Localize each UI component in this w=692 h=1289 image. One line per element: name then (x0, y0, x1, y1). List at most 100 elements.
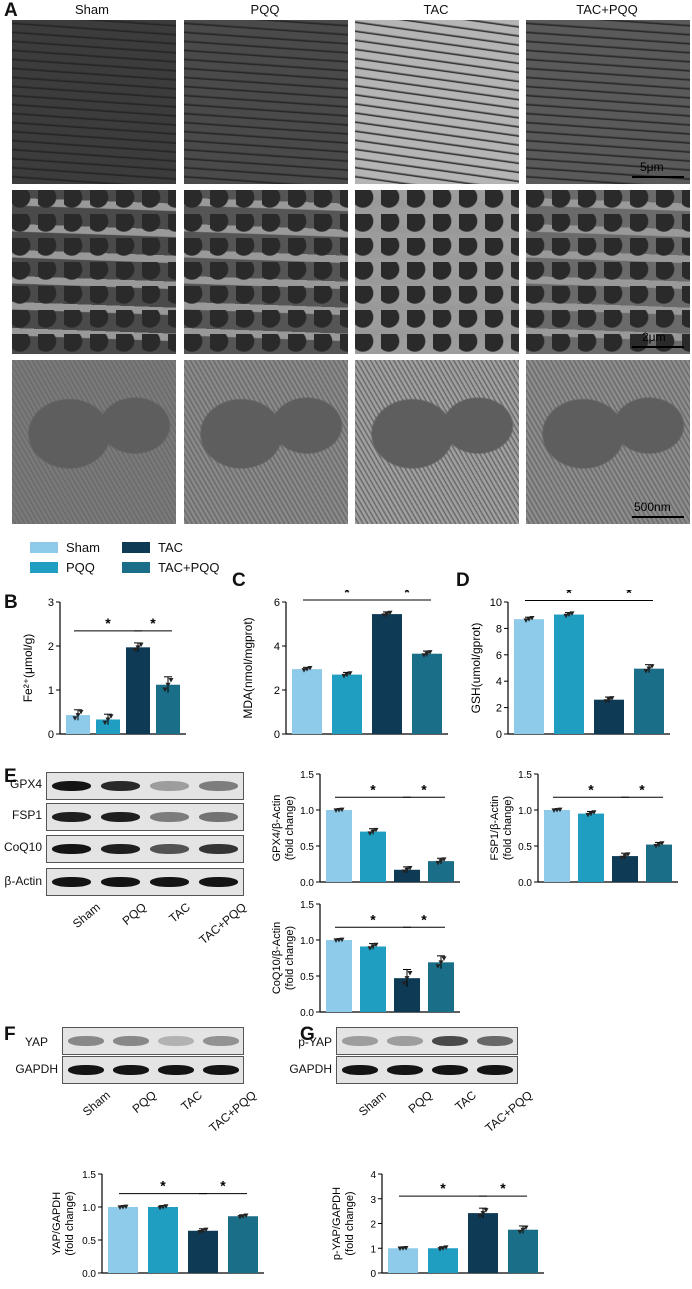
panel-label-a: A (4, 0, 18, 21)
scalebar-label-500nm: 500nm (634, 500, 671, 514)
data-point (72, 716, 78, 721)
lane-label-f-sham: Sham (79, 1088, 113, 1119)
data-point (381, 613, 387, 618)
bar (578, 813, 604, 882)
scalebar-5um (632, 176, 684, 178)
blot-band (202, 1064, 239, 1076)
data-point (554, 808, 560, 813)
legend-label-tac: TAC (158, 540, 184, 555)
data-point (438, 960, 444, 965)
data-point (401, 981, 407, 986)
bar (228, 1216, 258, 1273)
y-tick-label: 0.0 (82, 1269, 96, 1280)
panel-label-b: B (4, 592, 18, 613)
data-point (339, 937, 345, 943)
panel-label-d: D (456, 570, 470, 591)
y-tick-label: 1.5 (300, 770, 314, 781)
y-tick-label: 1.0 (82, 1203, 96, 1214)
bar (326, 940, 352, 1012)
data-point (622, 854, 628, 859)
bar (148, 1207, 178, 1273)
data-point (659, 841, 665, 846)
em-image (184, 190, 348, 354)
y-tick-label: 1.5 (518, 770, 532, 781)
blot-label-gapdh-f: GAPDH (15, 1062, 58, 1076)
blot-label-fsp1: FSP1 (11, 808, 42, 822)
data-point (480, 1211, 486, 1216)
y-tick-label: 1.0 (518, 806, 532, 817)
scalebar-label-5um: 5μm (640, 160, 664, 174)
data-point (200, 1228, 206, 1234)
panel-label-e: E (4, 766, 17, 787)
legend-label-tac-pqq: TAC+PQQ (158, 560, 220, 575)
blot-band (112, 1035, 149, 1047)
y-tick-label: 3 (370, 1195, 376, 1206)
blot-band (67, 1035, 104, 1047)
y-axis-label: MDA(nmol/mgprot) (241, 617, 255, 718)
y-tick-label: 0.5 (518, 842, 532, 853)
data-point (138, 642, 144, 648)
blot-band (476, 1035, 513, 1047)
bar (108, 1207, 138, 1273)
significance-star: * (421, 781, 427, 797)
blot-label-gapdh-g: GAPDH (289, 1062, 332, 1076)
lane-label-g-pqq: PQQ (405, 1088, 435, 1116)
data-point (237, 1215, 243, 1220)
bar (612, 856, 638, 882)
bar (428, 1248, 458, 1273)
lane-label-e-sham: Sham (69, 900, 103, 931)
legend-swatch-tac-pqq (122, 562, 150, 573)
blot-band (431, 1035, 468, 1047)
data-point (168, 677, 174, 683)
data-point (551, 808, 557, 813)
significance-star: * (626, 590, 632, 601)
significance-star: * (344, 590, 350, 600)
y-axis-label: (fold change) (284, 796, 296, 860)
data-point (563, 613, 569, 619)
y-axis-label: (fold change) (284, 926, 296, 990)
data-point (367, 946, 373, 951)
significance-star: * (404, 590, 410, 600)
data-point (243, 1213, 249, 1218)
lane-label-f-pqq: PQQ (129, 1088, 159, 1116)
data-point (370, 829, 376, 835)
significance-star: * (639, 781, 645, 797)
data-point (643, 669, 649, 674)
y-tick-label: 1.0 (300, 936, 314, 947)
chart-yap: 0.0 0.5 1.0 1.5 YAP/GAPDH (fold change) * * (51, 1170, 264, 1280)
blot-band (431, 1064, 468, 1076)
bar (428, 861, 454, 882)
data-point (523, 618, 529, 623)
y-tick-label: 0 (274, 729, 280, 741)
bar (594, 699, 624, 734)
data-point (404, 867, 410, 873)
em-image (12, 190, 176, 354)
blot-band (149, 811, 190, 823)
data-point (403, 1245, 409, 1251)
data-point (424, 651, 430, 657)
y-tick-label: 0 (370, 1269, 376, 1280)
y-axis-label: GSH(umol/gprot) (469, 623, 483, 714)
data-point (437, 1247, 443, 1252)
data-point (135, 645, 141, 650)
blot-gpx4 (46, 772, 244, 800)
data-point (529, 615, 535, 621)
bar (156, 684, 180, 734)
blot-band (341, 1035, 378, 1047)
data-point (333, 938, 339, 943)
blot-band (51, 876, 92, 888)
bar (66, 715, 90, 734)
blot-band (198, 843, 239, 855)
data-point (367, 831, 373, 836)
data-point (384, 612, 390, 617)
data-point (75, 713, 81, 718)
bar (96, 719, 120, 734)
chart-mda: 0 2 4 6 MDA(nmol/mgprot) * * (241, 590, 448, 741)
data-point (373, 827, 379, 833)
data-point (307, 666, 313, 671)
significance-star: * (566, 590, 572, 601)
data-point (404, 976, 410, 981)
data-point (603, 699, 609, 704)
bar (332, 674, 362, 734)
data-point (339, 807, 345, 813)
